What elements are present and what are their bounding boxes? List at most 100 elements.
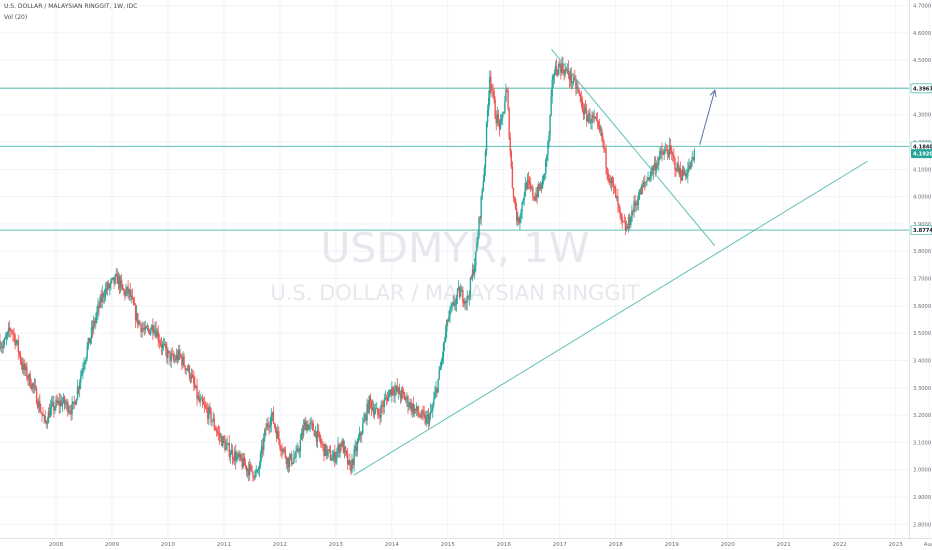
candle-body [510, 151, 513, 167]
candle-body [559, 63, 561, 66]
candle-body [601, 128, 603, 137]
horizontal-levels[interactable] [0, 87, 909, 231]
x-tick-label: 2021 [777, 542, 792, 548]
candle-body [72, 401, 74, 404]
candle-body [597, 121, 600, 126]
candle-body [480, 196, 482, 219]
candle-body [492, 90, 494, 92]
volume-legend[interactable]: Vol (20) [4, 14, 28, 21]
candle-body [581, 100, 584, 111]
candle-body [225, 445, 227, 450]
candle-body [416, 406, 419, 414]
candle-body [452, 301, 454, 304]
candle-body [14, 335, 16, 346]
candle-body [380, 405, 382, 418]
candle-body [130, 295, 133, 298]
candle-body [392, 386, 394, 393]
candle-body [429, 411, 432, 416]
arrow-head [709, 89, 717, 98]
y-tick-label: 3.3000 [913, 386, 931, 392]
projection-arrow[interactable] [699, 89, 717, 145]
candle-body [186, 368, 189, 371]
candle-body [98, 305, 100, 308]
candle-body [294, 456, 296, 458]
candle-body [110, 280, 112, 285]
candle-body [82, 368, 84, 372]
candle-body [590, 122, 592, 124]
candle-body [244, 465, 247, 467]
candle-body [317, 430, 320, 433]
candle-body [411, 403, 413, 412]
candle-body [115, 273, 117, 276]
candle-body [343, 446, 346, 454]
candle-body [594, 116, 596, 119]
candle-body [549, 115, 551, 136]
candle-body [563, 71, 565, 76]
trendlines[interactable] [353, 48, 868, 476]
candle-body [595, 118, 598, 120]
candle-body [22, 363, 25, 371]
price-axis[interactable]: 4.70004.60004.50004.40004.30004.20004.10… [913, 3, 931, 528]
candle-body [664, 149, 666, 152]
candle-body [227, 443, 229, 444]
candle-body [478, 217, 480, 237]
candle-body [230, 449, 233, 455]
candle-body [382, 406, 384, 408]
arrow-shaft [699, 89, 716, 145]
candle-body [455, 297, 458, 305]
candle-body [161, 344, 164, 348]
candle-body [596, 119, 599, 122]
candle-body [168, 350, 170, 352]
candle-body [24, 363, 26, 371]
candle-body [302, 425, 305, 436]
candle-body [606, 167, 608, 174]
candle-body [101, 293, 103, 303]
symbol-legend[interactable]: U.S. DOLLAR / MALAYSIAN RINGGIT, 1W, IDC [4, 3, 138, 10]
candle-body [189, 377, 192, 379]
candle-body [86, 346, 88, 358]
candle-body [81, 371, 83, 376]
candle-body [593, 116, 595, 118]
candle-body [654, 163, 657, 171]
candle-body [545, 159, 547, 174]
candle-body [310, 422, 312, 424]
time-axis[interactable]: 2008 2009 2010 2011 2012 2013 2014 2015 2016 2017… [49, 542, 932, 548]
trendline [353, 160, 868, 476]
candle-body [116, 273, 119, 285]
candle-body [423, 413, 425, 415]
candle-body [359, 432, 362, 436]
candle-body [272, 412, 275, 424]
candle-body [196, 385, 198, 399]
y-tick-label: 4.0000 [913, 195, 931, 201]
candle-body [391, 386, 393, 396]
candle-body [2, 345, 4, 348]
candle-body [673, 155, 675, 159]
candle-body [413, 408, 416, 414]
candle-body [587, 117, 589, 122]
candle-body [16, 340, 18, 343]
candle-body [340, 444, 342, 447]
candle-body [387, 393, 390, 401]
candle-body [50, 403, 53, 407]
candle-body [513, 197, 516, 200]
candle-body [243, 457, 246, 466]
candle-body [17, 340, 19, 353]
candle-body [20, 361, 23, 365]
candle-body [46, 423, 49, 424]
x-tick-label: 2010 [161, 542, 176, 548]
candle-body [336, 451, 338, 457]
candle-body [367, 403, 369, 413]
candle-body [465, 300, 467, 303]
candle-body [280, 447, 282, 452]
candle-body [547, 142, 549, 156]
candle-body [153, 331, 155, 333]
candle-body [668, 145, 671, 157]
candle-body [38, 400, 40, 408]
candle-body [424, 414, 426, 424]
candle-body [591, 115, 593, 123]
candle-body [145, 326, 148, 329]
candle-body [331, 457, 334, 461]
candle-body [665, 149, 668, 151]
candle-body [31, 383, 33, 389]
